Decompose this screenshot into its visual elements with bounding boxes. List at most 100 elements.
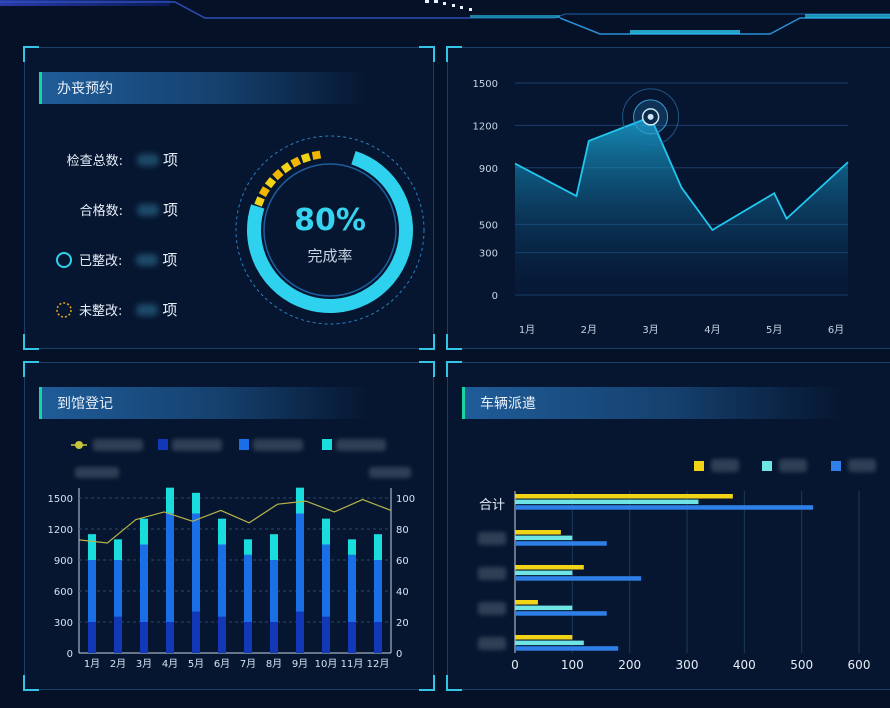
hbar [515,541,607,546]
hbar [515,600,538,605]
x-tick-label: 8月 [266,658,282,670]
x-tick-label: 6月 [828,324,844,336]
gauge-remaining-tick [280,162,292,174]
panel-corner [419,361,435,377]
bar-segment-2 [270,560,278,622]
y-right-tick-label: 20 [396,618,409,629]
rate-series-line [78,498,392,544]
y-left-tick-label: 600 [54,587,73,598]
x-tick-label: 9月 [292,658,308,670]
y-left-tick-label: 300 [54,618,73,629]
bar-segment-1 [296,611,304,653]
gauge-remaining-ticks [254,150,322,207]
x-tick-label: 300 [676,658,699,672]
visits-panel: 到馆登记 0 300 600 900 1200 1500 0 20 40 60 80 100 1月 2月 3… [23,361,435,691]
hbar [515,635,573,640]
panel-corner [446,675,462,691]
hbar [515,499,699,505]
area-fill [515,116,848,295]
legend-label-hidden [848,459,876,472]
bar-segment-2 [218,544,226,617]
y-tick-label: 1200 [473,121,498,132]
stat-label: 未整改: [79,304,123,319]
completion-gauge: 80% 完成率 [235,135,425,325]
stat-unit: 项 [163,151,179,169]
bar-segment-2 [322,544,330,617]
dashed-ring-icon [56,301,72,318]
stat-unit: 项 [162,251,178,269]
axis-unit-hidden [75,467,119,478]
bar-segment-1 [244,622,252,653]
panel-corner [419,334,435,350]
vehicles-bar-chart: 0 100 200 300 400 500 600 合计 [478,459,876,672]
hbar [515,605,573,611]
x-tick-label: 0 [511,658,519,672]
stat-value-hidden [136,253,159,266]
x-tick-label: 5月 [188,658,204,670]
x-tick-label: 3月 [136,658,152,670]
x-tick-label: 4月 [162,658,178,670]
panel-corner [23,361,39,377]
x-tick-label: 11月 [341,658,364,670]
bar-segment-2 [374,560,382,622]
legend-label-hidden [172,439,222,451]
stat-value-hidden [137,203,159,216]
bar-segment-1 [374,622,382,653]
y-left-tick-label: 900 [54,556,73,567]
bar-segment-1 [348,622,356,653]
x-tick-label: 200 [618,658,641,672]
area-series-line [514,115,849,232]
category-label-hidden [478,602,506,615]
category-label-hidden [478,567,506,580]
trend-area-chart: 0 300 500 900 1200 1500 1月 2月 3月 4月 5月 6月 [473,79,849,336]
bar-segment-3 [296,487,304,514]
gauge-remaining-tick [290,156,302,168]
stat-value-hidden [137,153,159,166]
trend-panel: 0 300 500 900 1200 1500 1月 2月 3月 4月 5月 6月 [446,46,890,350]
legend-swatch [239,439,249,450]
bar-segment-2 [348,554,356,622]
legend-swatch [762,461,772,471]
stat-label: 已整改: [79,254,123,269]
y-tick-label: 0 [492,291,498,302]
y-right-tick-label: 40 [396,587,409,598]
panel-corner [419,46,435,62]
y-tick-label: 1500 [473,79,498,90]
stat-label: 合格数: [79,204,123,219]
bar-segment-3 [88,534,96,560]
visits-combo-chart: 0 300 600 900 1200 1500 0 20 40 60 80 100 1月 2月 3月 4月 5月… [48,439,415,670]
x-tick-label: 1月 [84,658,100,670]
legend-label-hidden [336,439,386,451]
stat-total: 检查总数: 项 [51,149,178,170]
gauge-remaining-tick [311,150,322,160]
legend-label-hidden [779,459,807,472]
legend-swatch [694,461,704,471]
gauge-remaining-tick [254,196,265,207]
y-right-tick-label: 80 [396,525,409,536]
bar-segment-3 [322,518,330,545]
x-tick-label: 3月 [642,324,658,336]
x-tick-label: 2月 [581,324,597,336]
x-tick-label: 400 [733,658,756,672]
stat-unit: 项 [163,201,179,219]
y-tick-label: 900 [479,164,498,175]
x-tick-label: 1月 [519,324,535,336]
hbar [515,505,814,510]
bar-segment-3 [244,539,252,555]
legend-swatch [322,439,332,450]
visits-panel-title: 到馆登记 [39,387,369,419]
y-left-tick-label: 0 [67,649,73,660]
bar-segment-1 [140,622,148,653]
y-right-tick-label: 100 [396,494,415,505]
hbar [515,611,607,616]
hbar [515,570,573,576]
visits-legend [71,439,411,478]
bar-segment-3 [192,492,200,514]
hbar [515,565,584,570]
inspection-panel: 办丧预约 检查总数: 项 合格数: 项 已整改: 项 未整改: 项 80% 完成… [23,46,435,350]
x-tick-label: 10月 [315,658,338,670]
bar-segment-2 [140,544,148,622]
x-tick-label: 2月 [110,658,126,670]
legend-label-hidden [253,439,303,451]
gauge-remaining-tick [264,177,277,189]
